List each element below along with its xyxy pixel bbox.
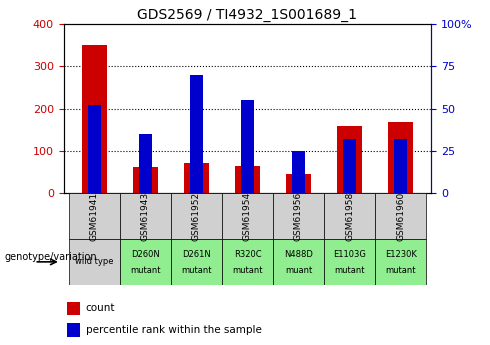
Text: muant: muant xyxy=(285,266,312,275)
Bar xyxy=(286,174,311,193)
Bar xyxy=(139,134,152,193)
Bar xyxy=(273,193,324,239)
Bar xyxy=(292,151,305,193)
Bar xyxy=(394,139,407,193)
Bar xyxy=(68,302,80,315)
Bar xyxy=(68,324,80,337)
Text: mutant: mutant xyxy=(334,266,365,275)
Text: wild type: wild type xyxy=(75,257,114,266)
Text: E1103G: E1103G xyxy=(333,250,366,259)
Bar xyxy=(235,166,260,193)
Text: E1230K: E1230K xyxy=(385,250,416,259)
Bar xyxy=(375,193,426,239)
Bar xyxy=(69,239,120,285)
Bar xyxy=(241,100,254,193)
Bar xyxy=(171,193,222,239)
Bar xyxy=(171,239,222,285)
Text: N488D: N488D xyxy=(284,250,313,259)
Text: GSM61952: GSM61952 xyxy=(192,191,201,240)
Bar xyxy=(120,239,171,285)
Text: mutant: mutant xyxy=(232,266,263,275)
Text: GSM61956: GSM61956 xyxy=(294,191,303,241)
Text: GSM61958: GSM61958 xyxy=(345,191,354,241)
Text: D261N: D261N xyxy=(182,250,211,259)
Text: mutant: mutant xyxy=(385,266,416,275)
Text: GSM61941: GSM61941 xyxy=(90,191,99,240)
Bar xyxy=(88,105,101,193)
Bar xyxy=(388,122,414,193)
Bar xyxy=(190,75,203,193)
Bar xyxy=(69,193,120,239)
Bar xyxy=(222,193,273,239)
Text: GSM61943: GSM61943 xyxy=(141,191,150,240)
Text: mutant: mutant xyxy=(181,266,212,275)
Bar xyxy=(337,126,362,193)
Bar xyxy=(120,193,171,239)
Text: count: count xyxy=(86,303,115,313)
Bar xyxy=(133,167,158,193)
Text: D260N: D260N xyxy=(131,250,160,259)
Bar xyxy=(375,239,426,285)
Text: R320C: R320C xyxy=(234,250,261,259)
Text: percentile rank within the sample: percentile rank within the sample xyxy=(86,325,262,335)
Bar xyxy=(81,45,107,193)
Text: GSM61954: GSM61954 xyxy=(243,191,252,240)
Bar xyxy=(273,239,324,285)
Title: GDS2569 / TI4932_1S001689_1: GDS2569 / TI4932_1S001689_1 xyxy=(138,8,357,22)
Bar xyxy=(222,239,273,285)
Bar xyxy=(324,239,375,285)
Text: genotype/variation: genotype/variation xyxy=(5,252,98,262)
Text: mutant: mutant xyxy=(130,266,161,275)
Bar xyxy=(343,139,356,193)
Bar xyxy=(324,193,375,239)
Text: GSM61960: GSM61960 xyxy=(396,191,405,241)
Bar xyxy=(184,163,209,193)
